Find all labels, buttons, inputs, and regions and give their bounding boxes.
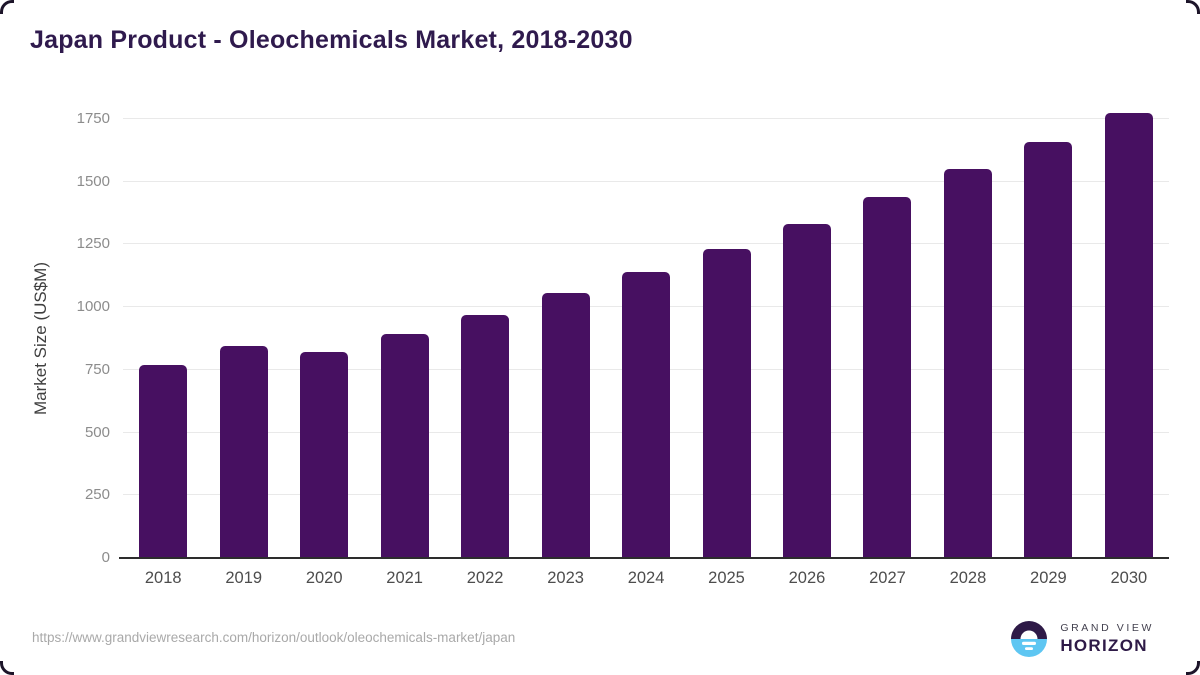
bar-2018[interactable] xyxy=(139,364,188,558)
bar-band xyxy=(847,196,927,558)
bar-band xyxy=(123,364,203,558)
y-axis-tick-label: 1000 xyxy=(76,298,110,316)
bar-band xyxy=(284,351,364,558)
card-corner-decoration xyxy=(0,0,14,14)
source-url: https://www.grandviewresearch.com/horizo… xyxy=(32,630,516,645)
bar-band xyxy=(1008,141,1088,558)
gridline xyxy=(123,118,1169,119)
card-corner-decoration xyxy=(1186,0,1200,14)
bar-band xyxy=(364,333,444,558)
bar-band xyxy=(1089,112,1169,558)
bar-band xyxy=(928,169,1008,558)
x-axis-labels: 2018 2019 2020 2021 2022 2023 2024 2025 2026 2027… xyxy=(123,569,1169,588)
bar-2022[interactable] xyxy=(461,314,510,558)
y-axis-tick-label: 1250 xyxy=(76,235,110,253)
y-axis-tick-label: 1750 xyxy=(76,110,110,127)
x-axis-label-2022: 2022 xyxy=(466,569,504,587)
bar-2030[interactable] xyxy=(1104,112,1153,558)
bar-band xyxy=(767,224,847,558)
bar-band xyxy=(203,346,283,558)
y-axis-tick-label: 250 xyxy=(84,486,110,504)
bar-series xyxy=(123,112,1169,558)
bar-2020[interactable] xyxy=(300,351,349,558)
bar-2025[interactable] xyxy=(702,249,751,558)
x-axis-label-2018: 2018 xyxy=(144,569,182,587)
x-axis-label-2021: 2021 xyxy=(386,569,423,587)
grand-view-horizon-logo: GRAND VIEW HORIZON xyxy=(1010,620,1154,658)
bar-2027[interactable] xyxy=(863,196,912,558)
logo-wordmark: GRAND VIEW HORIZON xyxy=(1060,622,1154,656)
x-axis-label-2027: 2027 xyxy=(869,569,906,587)
x-axis-label-2028: 2028 xyxy=(949,569,987,587)
x-axis-label-2023: 2023 xyxy=(547,569,584,587)
bar-band xyxy=(445,314,525,558)
bar-band xyxy=(525,293,605,558)
y-axis-tick-label: 500 xyxy=(84,423,110,441)
x-axis-label-2025: 2025 xyxy=(708,569,745,587)
bar-band xyxy=(606,272,686,558)
x-axis-label-2030: 2030 xyxy=(1110,569,1148,587)
bar-2021[interactable] xyxy=(380,333,429,558)
bar-band xyxy=(686,249,766,558)
x-axis-label-2029: 2029 xyxy=(1030,569,1067,587)
y-axis-tick-label: 1500 xyxy=(76,172,110,190)
bar-2023[interactable] xyxy=(541,293,590,558)
logo-text-horizon: HORIZON xyxy=(1060,636,1148,655)
x-axis-label-2019: 2019 xyxy=(225,569,263,587)
gridline xyxy=(123,243,1169,245)
gridline xyxy=(123,180,1169,182)
y-axis-tick-label: 0 xyxy=(101,549,110,566)
plot-area: 2018 2019 2020 2021 2022 2023 2024 2025 2026 2027… xyxy=(77,110,1169,587)
y-axis-tick-label: 750 xyxy=(84,360,110,378)
logo-text-grand-view: GRAND VIEW xyxy=(1060,622,1154,634)
x-axis-label-2020: 2020 xyxy=(305,569,343,587)
card-corner-decoration xyxy=(1186,661,1200,675)
bar-2024[interactable] xyxy=(622,272,671,558)
bar-2029[interactable] xyxy=(1024,141,1073,558)
x-axis-line xyxy=(119,557,1169,559)
x-axis-label-2024: 2024 xyxy=(627,569,665,587)
bar-2026[interactable] xyxy=(782,224,831,558)
bar-2019[interactable] xyxy=(219,346,268,558)
bar-2028[interactable] xyxy=(943,169,992,558)
chart-title: Japan Product - Oleochemicals Market, 20… xyxy=(30,26,633,54)
x-axis-label-2026: 2026 xyxy=(788,569,826,587)
horizon-logo-icon xyxy=(1011,621,1048,657)
card-corner-decoration xyxy=(0,661,14,675)
